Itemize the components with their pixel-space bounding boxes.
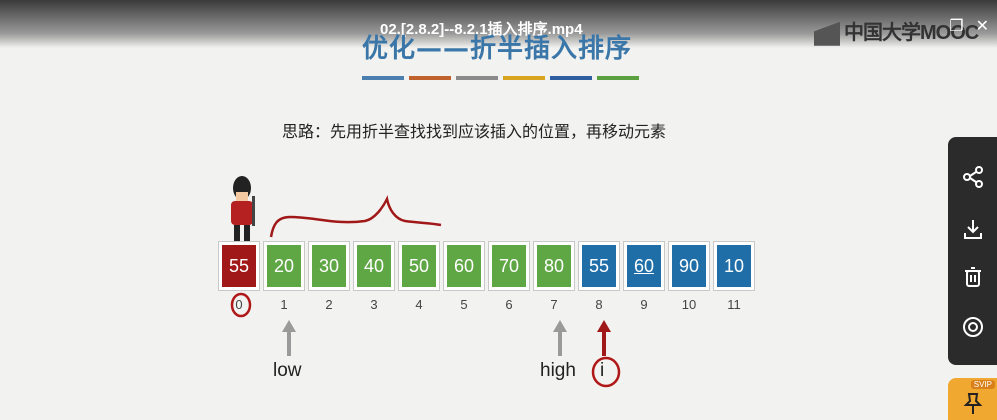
array-cell-value: 80 (537, 245, 571, 287)
download-button[interactable] (948, 201, 997, 257)
array-index-label: 11 (727, 297, 741, 312)
array-cell: 80 (533, 241, 575, 291)
pin-icon (963, 393, 983, 414)
title-color-bar (550, 76, 592, 80)
title-color-bar (503, 76, 545, 80)
restore-button[interactable]: ❐ (949, 18, 964, 35)
array-cell: 60 (443, 241, 485, 291)
array-cell: 50 (398, 241, 440, 291)
array-cell-value: 60 (627, 245, 661, 287)
slide-title: 优化——折半插入排序 (362, 34, 633, 64)
annotation-circle-index-0 (230, 292, 252, 318)
array-index-label: 3 (370, 297, 378, 312)
array-cell-value: 30 (312, 245, 346, 287)
array-cell-value: 90 (672, 245, 706, 287)
mooc-logo-icon (814, 21, 840, 46)
array-cell-value: 50 (402, 245, 436, 287)
array-cell: 30 (308, 241, 350, 291)
handwritten-annotation (269, 195, 442, 238)
eye-icon (962, 317, 983, 337)
mooc-logo-text: 中国大学MOOC (844, 22, 979, 44)
array-index-label: 7 (550, 297, 558, 312)
video-title-bar: 02.[2.8.2]--8.2.1插入排序.mp4 中国大学MOOC ❐ ✕ (0, 0, 997, 48)
array-cell: 70 (488, 241, 530, 291)
low-pointer-label: low (273, 360, 302, 381)
share-icon (962, 166, 983, 188)
slide-idea-text: 思路：先用折半查找找到应该插入的位置，再移动元素 (282, 122, 667, 141)
array-cell: 60 (623, 241, 665, 291)
annotation-circle-i (591, 356, 621, 388)
array-cell-value: 20 (267, 245, 301, 287)
trash-icon (964, 267, 981, 287)
delete-button[interactable] (948, 249, 997, 305)
share-button[interactable] (948, 149, 997, 205)
array-index-label: 10 (681, 297, 697, 312)
close-button[interactable]: ✕ (975, 18, 989, 35)
array-cell-value: 70 (492, 245, 526, 287)
title-color-bar (456, 76, 498, 80)
svip-badge: SVIP (970, 380, 995, 389)
array-index-label: 4 (415, 297, 423, 312)
high-pointer-arrow-icon (553, 320, 567, 356)
svip-pin-button[interactable]: SVIP (948, 378, 997, 420)
array-cell-value: 60 (447, 245, 481, 287)
guard-figure-icon (231, 176, 255, 241)
high-pointer-label: high (540, 360, 576, 381)
array-cell: 10 (713, 241, 755, 291)
array-cell-value: 55 (222, 245, 256, 287)
array-cell: 55 (218, 241, 260, 291)
array-index-label: 9 (640, 297, 648, 312)
title-color-bar (409, 76, 451, 80)
array-cell-value: 40 (357, 245, 391, 287)
array-cell: 55 (578, 241, 620, 291)
window-controls: ❐ ✕ (937, 16, 989, 36)
low-pointer-arrow-icon (282, 320, 296, 356)
title-color-bar (362, 76, 404, 80)
view-button[interactable] (948, 299, 997, 355)
i-pointer-arrow-icon (597, 320, 611, 356)
array-index-label: 1 (280, 297, 288, 312)
array-index-label: 8 (595, 297, 603, 312)
array-index-label: 0 (235, 297, 243, 312)
array-index-label: 6 (505, 297, 513, 312)
array-cell: 40 (353, 241, 395, 291)
title-color-bar (597, 76, 639, 80)
array-cell-value: 10 (717, 245, 751, 287)
i-pointer-label: i (600, 360, 605, 381)
mooc-logo: 中国大学MOOC (814, 16, 979, 46)
download-icon (963, 220, 982, 239)
array-index-label: 2 (325, 297, 333, 312)
array-index-label: 5 (460, 297, 468, 312)
array-cell: 20 (263, 241, 305, 291)
array-cell: 90 (668, 241, 710, 291)
side-action-panel (948, 137, 997, 365)
array-cell-value: 55 (582, 245, 616, 287)
video-title: 02.[2.8.2]--8.2.1插入排序.mp4 (380, 21, 583, 38)
